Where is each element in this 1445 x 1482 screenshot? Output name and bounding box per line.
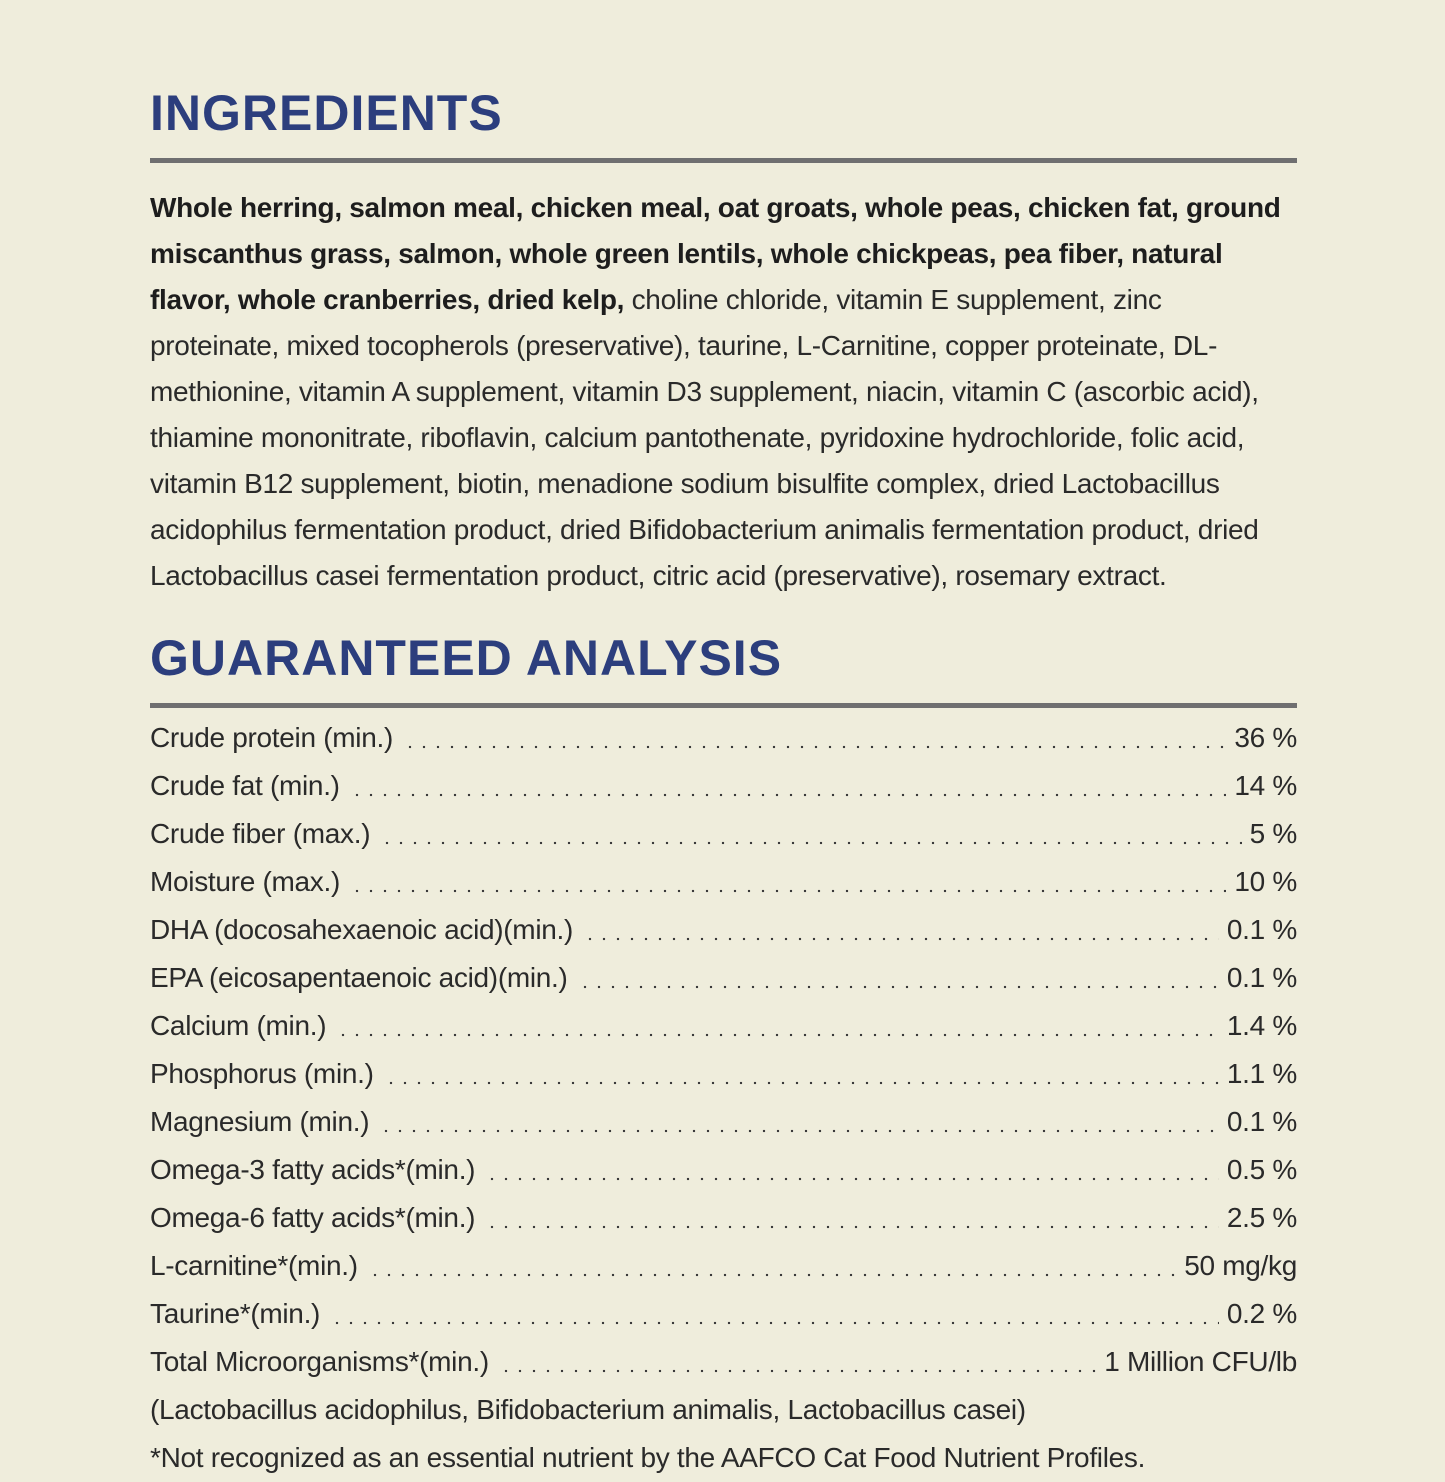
analysis-row-value: 0.1 % [1226,914,1297,945]
dot-leader [349,889,1227,893]
analysis-row-value: 1.4 % [1226,1010,1297,1041]
analysis-row: Moisture (max.) 10 % [150,858,1297,906]
analysis-row-value: 1.1 % [1226,1058,1297,1089]
analysis-row-value: 14 % [1234,770,1297,801]
dot-leader [498,1369,1097,1373]
analysis-row-label: Magnesium (min.) [150,1106,370,1137]
analysis-row: Crude protein (min.) 36 % [150,714,1297,762]
microorganisms-note: (Lactobacillus acidophilus, Bifidobacter… [150,1394,1026,1425]
analysis-row-label: Omega-3 fatty acids*(min.) [150,1154,476,1185]
analysis-row-label: L-carnitine*(min.) [150,1250,358,1281]
analysis-row: Taurine*(min.) 0.2 % [150,1290,1297,1338]
analysis-row-value: 0.2 % [1226,1298,1297,1329]
dot-leader [485,1225,1219,1229]
analysis-row-value: 0.1 % [1226,962,1297,993]
dot-leader [485,1177,1219,1181]
dot-leader [402,745,1227,749]
analysis-row-value: 2.5 % [1226,1202,1297,1233]
dot-leader [383,1081,1219,1085]
ingredients-divider [150,158,1297,163]
analysis-row: DHA (docosahexaenoic acid)(min.) 0.1 % [150,906,1297,954]
analysis-row-label: Crude protein (min.) [150,722,393,753]
analysis-row-value: 50 mg/kg [1184,1250,1297,1281]
dot-leader [380,841,1242,845]
analysis-row-label: DHA (docosahexaenoic acid)(min.) [150,914,574,945]
guaranteed-analysis-divider [150,703,1297,708]
analysis-row-label: Moisture (max.) [150,866,340,897]
analysis-row: Calcium (min.) 1.4 % [150,1002,1297,1050]
ingredients-secondary-list: choline chloride, vitamin E supplement, … [150,284,1259,591]
dot-leader [367,1273,1177,1277]
analysis-row: Magnesium (min.) 0.1 % [150,1098,1297,1146]
analysis-row-value: 36 % [1234,722,1297,753]
analysis-row: EPA (eicosapentaenoic acid)(min.) 0.1 % [150,954,1297,1002]
guaranteed-analysis-title: GUARANTEED ANALYSIS [150,630,783,686]
analysis-row-label: Calcium (min.) [150,1010,327,1041]
analysis-row-label: Total Microorganisms*(min.) [150,1346,489,1377]
dot-leader [577,985,1219,989]
analysis-row-label: Phosphorus (min.) [150,1058,374,1089]
dot-leader [349,793,1227,797]
analysis-row: Crude fiber (max.) 5 % [150,810,1297,858]
dot-leader [583,937,1219,941]
analysis-row-label: Taurine*(min.) [150,1298,321,1329]
dot-leader [330,1321,1219,1325]
analysis-row: Phosphorus (min.) 1.1 % [150,1050,1297,1098]
analysis-row: Omega-6 fatty acids*(min.) 2.5 % [150,1194,1297,1242]
analysis-row-value: 0.5 % [1226,1154,1297,1185]
dot-leader [336,1033,1219,1037]
analysis-row-value: 0.1 % [1226,1106,1297,1137]
analysis-row-value: 10 % [1234,866,1297,897]
ingredients-title: INGREDIENTS [150,85,503,141]
analysis-row-label: Omega-6 fatty acids*(min.) [150,1202,476,1233]
analysis-row: L-carnitine*(min.) 50 mg/kg [150,1242,1297,1290]
analysis-row: Total Microorganisms*(min.) 1 Million CFU… [150,1338,1297,1386]
label-page: INGREDIENTS Whole herring, salmon meal, … [150,85,1297,1473]
analysis-row-label: EPA (eicosapentaenoic acid)(min.) [150,962,568,993]
analysis-row-label: Crude fiber (max.) [150,818,371,849]
ingredients-primary-list: Whole herring, salmon meal, chicken meal… [150,192,1281,315]
aafco-footnote: *Not recognized as an essential nutrient… [150,1442,1146,1473]
analysis-row-value: 1 Million CFU/lb [1104,1346,1297,1377]
analysis-row-value: 5 % [1249,818,1298,849]
analysis-row: Omega-3 fatty acids*(min.) 0.5 % [150,1146,1297,1194]
analysis-row-label: Crude fat (min.) [150,770,340,801]
dot-leader [379,1129,1219,1133]
analysis-table: Crude protein (min.) 36 % Crude fat (min.)… [150,714,1297,1386]
analysis-row: Crude fat (min.) 14 % [150,762,1297,810]
ingredients-paragraph: Whole herring, salmon meal, chicken meal… [150,185,1297,599]
